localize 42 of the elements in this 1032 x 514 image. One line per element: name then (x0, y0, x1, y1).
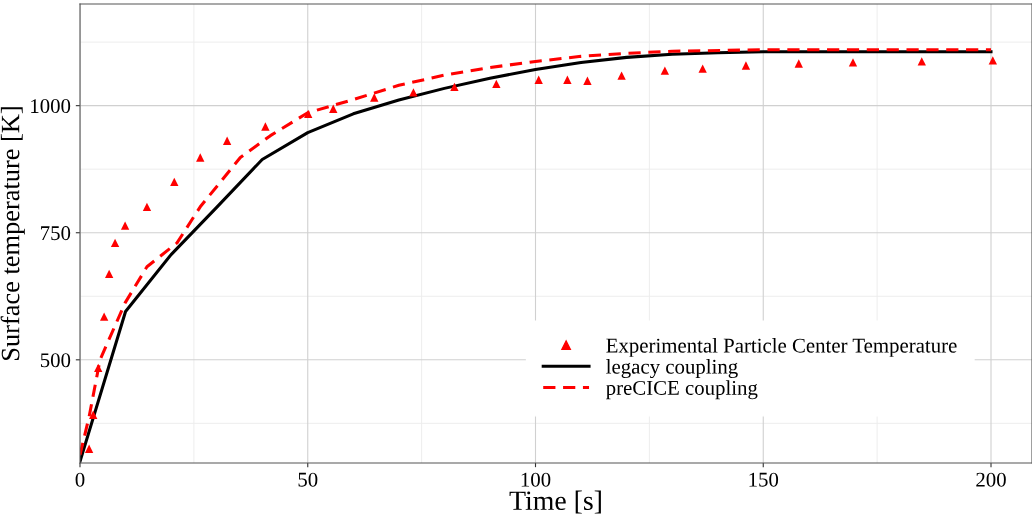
y-tick-label: 500 (40, 353, 71, 368)
point (848, 58, 858, 67)
point (99, 312, 109, 321)
point (450, 82, 459, 92)
x-axis-title: Time [s] (509, 490, 601, 514)
y-tick-label: 1000 (31, 99, 71, 114)
point (222, 136, 232, 145)
legend-label: legacy coupling (606, 359, 738, 379)
legend-label: Experimental Particle Center Temperature (606, 337, 957, 357)
point (698, 64, 707, 73)
point (492, 79, 501, 88)
point (617, 71, 626, 80)
point (142, 202, 152, 211)
point (741, 61, 751, 70)
point (534, 75, 543, 84)
point (196, 153, 205, 162)
x-tick-label: 150 (749, 472, 779, 487)
point (94, 363, 103, 373)
point (329, 104, 338, 113)
x-tick-label: 100 (521, 472, 551, 487)
point (104, 269, 114, 279)
legend-label: preCICE coupling (606, 380, 758, 400)
point (917, 57, 926, 66)
point (304, 109, 313, 118)
y-axis-title: Surface temperature [K] (0, 107, 25, 360)
point (563, 75, 572, 84)
point (583, 76, 592, 85)
point (110, 238, 120, 248)
point (370, 93, 379, 102)
point (84, 444, 94, 453)
x-tick-label: 50 (298, 472, 318, 487)
point (988, 56, 997, 65)
y-tick-label: 750 (41, 226, 71, 241)
point (89, 410, 98, 419)
point (261, 122, 270, 131)
x-tick-label: 200 (976, 472, 1006, 487)
point (120, 221, 130, 230)
point (170, 177, 179, 187)
point (794, 59, 803, 68)
x-tick-label: 0 (75, 472, 85, 487)
point (660, 66, 670, 75)
point (409, 88, 418, 97)
